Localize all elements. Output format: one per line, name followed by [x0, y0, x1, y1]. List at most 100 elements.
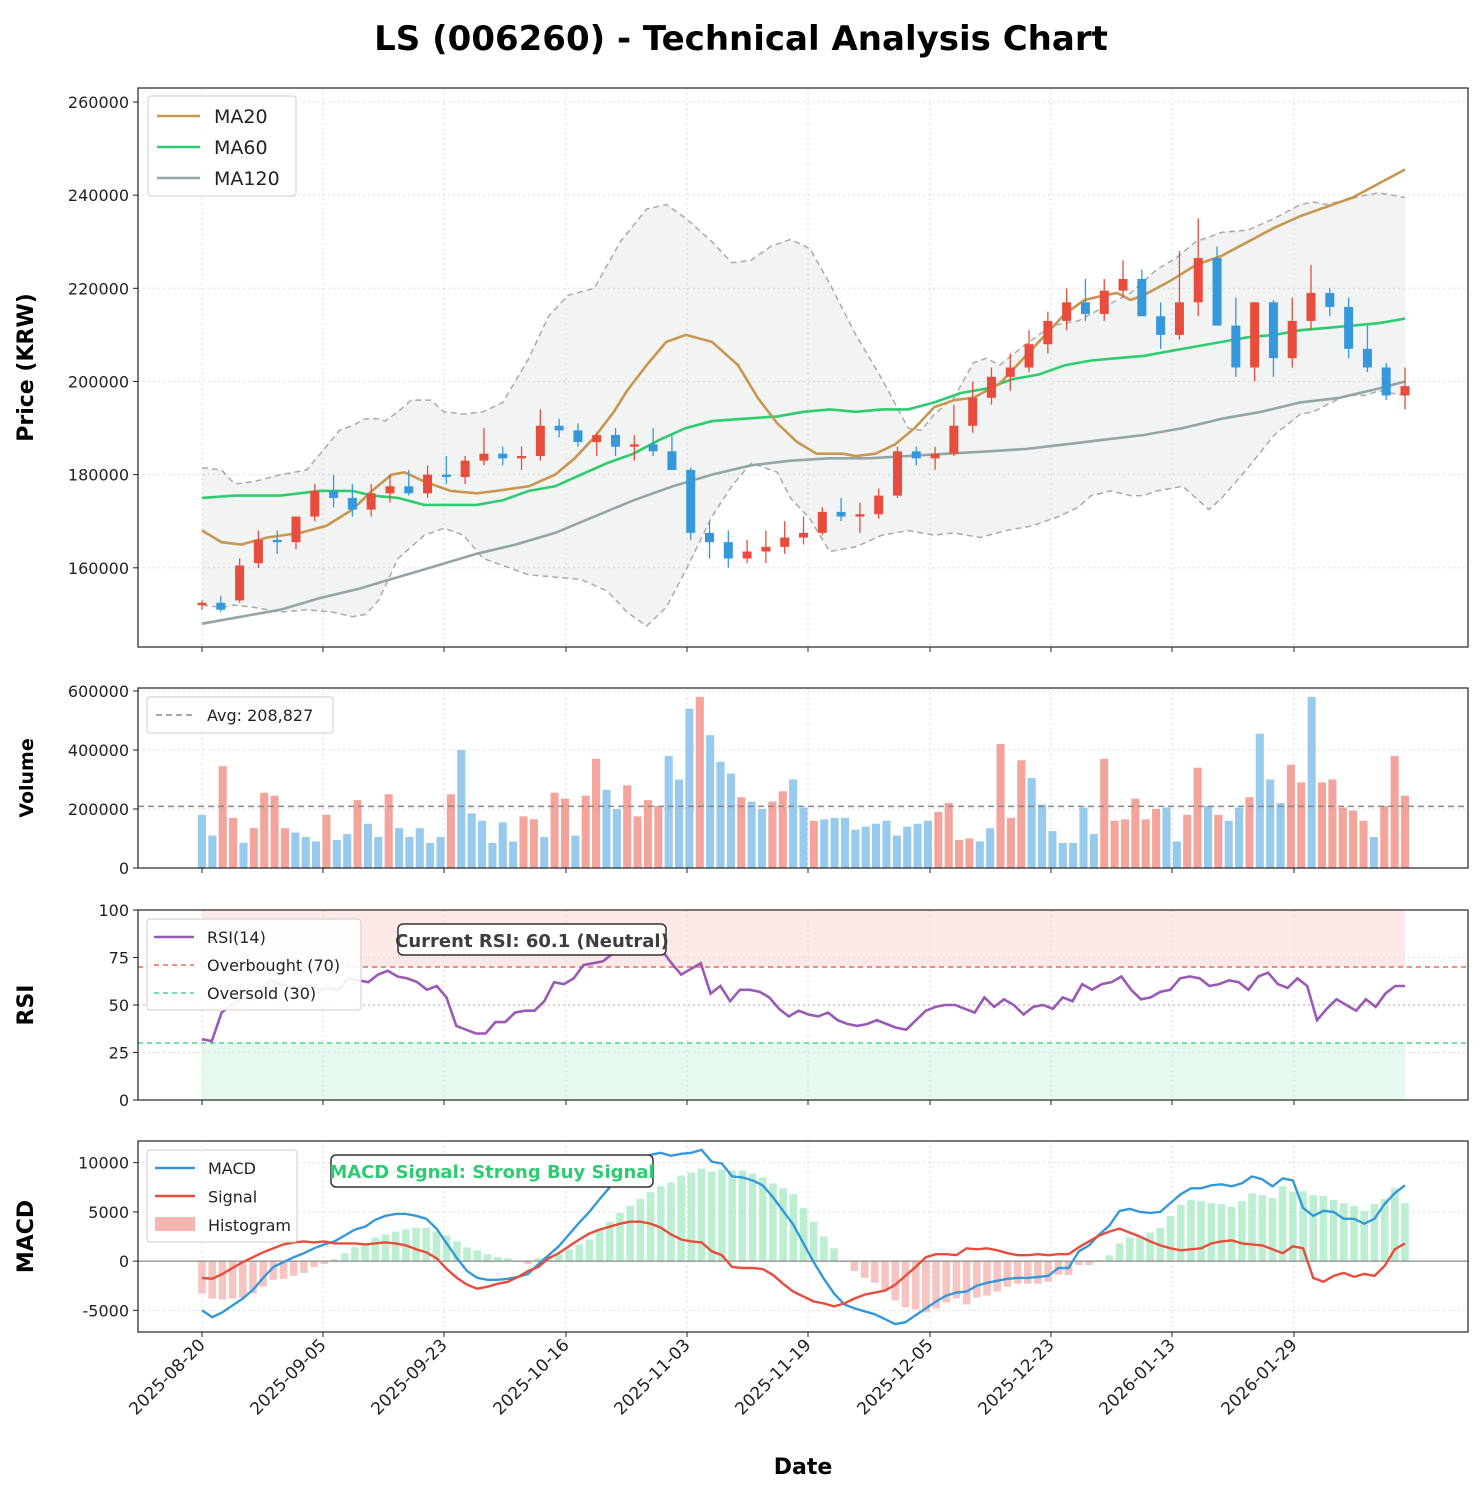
macd-histogram-bar [983, 1261, 991, 1296]
macd-histogram-bar [1085, 1261, 1093, 1266]
macd-legend: MACD Signal Histogram [146, 1149, 298, 1243]
volume-bar [851, 829, 860, 868]
macd-legend-label: MACD [208, 1159, 256, 1178]
volume-bar [218, 766, 227, 868]
x-tick-label: 2025-11-03 [611, 1335, 695, 1419]
macd-histogram-bar [340, 1253, 349, 1262]
volume-bar [768, 801, 777, 868]
candle-body [1137, 278, 1147, 317]
macd-histogram-bar [575, 1244, 584, 1262]
macd-histogram-bar [769, 1183, 777, 1262]
rsi-annotation-box [397, 923, 667, 956]
bollinger-upper-line [201, 192, 1406, 485]
volume-bar [1349, 810, 1358, 868]
volume-bar [955, 839, 964, 868]
volume-bar [1172, 841, 1181, 868]
volume-bar [1203, 806, 1213, 868]
volume-bar [519, 816, 528, 868]
volume-bar [633, 816, 642, 868]
macd-histogram-bar [809, 1221, 818, 1262]
volume-bar [882, 820, 891, 868]
volume-bar [716, 761, 725, 868]
macd-histogram-bar [361, 1243, 369, 1262]
candle-body [1268, 302, 1278, 359]
macd-histogram-bar [962, 1261, 971, 1305]
volume-bar [592, 758, 601, 868]
candle-body [385, 486, 395, 494]
volume-bar [706, 735, 715, 868]
candle-body [1381, 367, 1391, 396]
volume-bar [301, 837, 310, 868]
candle-body [535, 425, 545, 457]
macd-histogram-bar [1309, 1195, 1318, 1262]
volume-bar [312, 841, 321, 868]
volume-bar [529, 819, 538, 868]
macd-histogram-bar [891, 1261, 900, 1301]
x-tick-label: 2025-11-19 [732, 1335, 816, 1419]
volume-bar [1120, 819, 1130, 868]
volume-bar [1069, 842, 1078, 868]
volume-bar [426, 842, 435, 868]
price-ytick-label: 240000 [68, 186, 129, 205]
volume-bar [1235, 807, 1244, 868]
candle-body [347, 497, 357, 510]
macd-histogram-bar [911, 1261, 920, 1310]
candle-body [761, 546, 771, 552]
macd-histogram-bar [616, 1212, 624, 1262]
candle-body [1024, 344, 1034, 368]
candle-body [404, 486, 414, 494]
volume-bar [1131, 798, 1140, 868]
volume-bar [1245, 797, 1254, 868]
macd-histogram-bar [371, 1237, 380, 1262]
rsi-legend: RSI(14) Overbought (70) Oversold (30) [146, 918, 362, 1011]
volume-bar [789, 779, 798, 868]
candle-body [986, 376, 996, 398]
candle-body [517, 456, 527, 459]
macd-histogram-bar [473, 1250, 482, 1262]
macd-histogram-bar [504, 1258, 512, 1262]
candle-body [1362, 348, 1372, 368]
macd-histogram-bar [636, 1199, 645, 1262]
candle-body [329, 490, 339, 498]
macd-histogram-bar [677, 1175, 685, 1262]
volume-bar [892, 835, 901, 868]
rsi-overbought-zone [202, 910, 1405, 967]
volume-bar [229, 817, 238, 868]
macd-histogram-bar [1278, 1186, 1287, 1262]
macd-histogram-bar [493, 1257, 502, 1262]
candle-body [554, 425, 564, 431]
volume-bar [695, 696, 704, 868]
macd-legend-label: Signal [208, 1188, 257, 1207]
volume-bar [612, 808, 621, 868]
candle-body [1099, 290, 1109, 314]
volume-bar [1307, 696, 1316, 868]
macd-histogram-bar [228, 1261, 237, 1299]
candle-body [817, 511, 827, 533]
macd-histogram-bar [707, 1171, 716, 1262]
candle-body [1250, 302, 1260, 368]
volume-bar [394, 828, 404, 868]
volume-bar [550, 792, 559, 868]
volume-bar [623, 785, 632, 868]
macd-axis-label: MACD [14, 1200, 39, 1273]
volume-bar [872, 823, 881, 868]
volume-bar [260, 792, 269, 868]
volume-ytick-label: 200000 [68, 800, 129, 819]
volume-bar [1224, 820, 1233, 868]
volume-bar [923, 820, 932, 868]
volume-legend: Avg: 208,827 [146, 696, 334, 734]
signal-line [201, 1220, 1406, 1308]
legend-label-avg: Avg: 208,827 [207, 706, 313, 725]
macd-histogram-bar [1125, 1237, 1134, 1262]
volume-bar [1037, 804, 1047, 868]
x-tick-label: 2025-08-20 [126, 1335, 210, 1419]
macd-histogram-bar [881, 1261, 889, 1290]
volume-bar [1328, 779, 1337, 868]
candle-body [855, 514, 865, 517]
macd-histogram-bar [1360, 1210, 1369, 1262]
macd-histogram-bar [198, 1261, 206, 1294]
volume-bar [1058, 842, 1067, 868]
candle-body [1156, 316, 1166, 335]
volume-bar [1276, 803, 1285, 868]
